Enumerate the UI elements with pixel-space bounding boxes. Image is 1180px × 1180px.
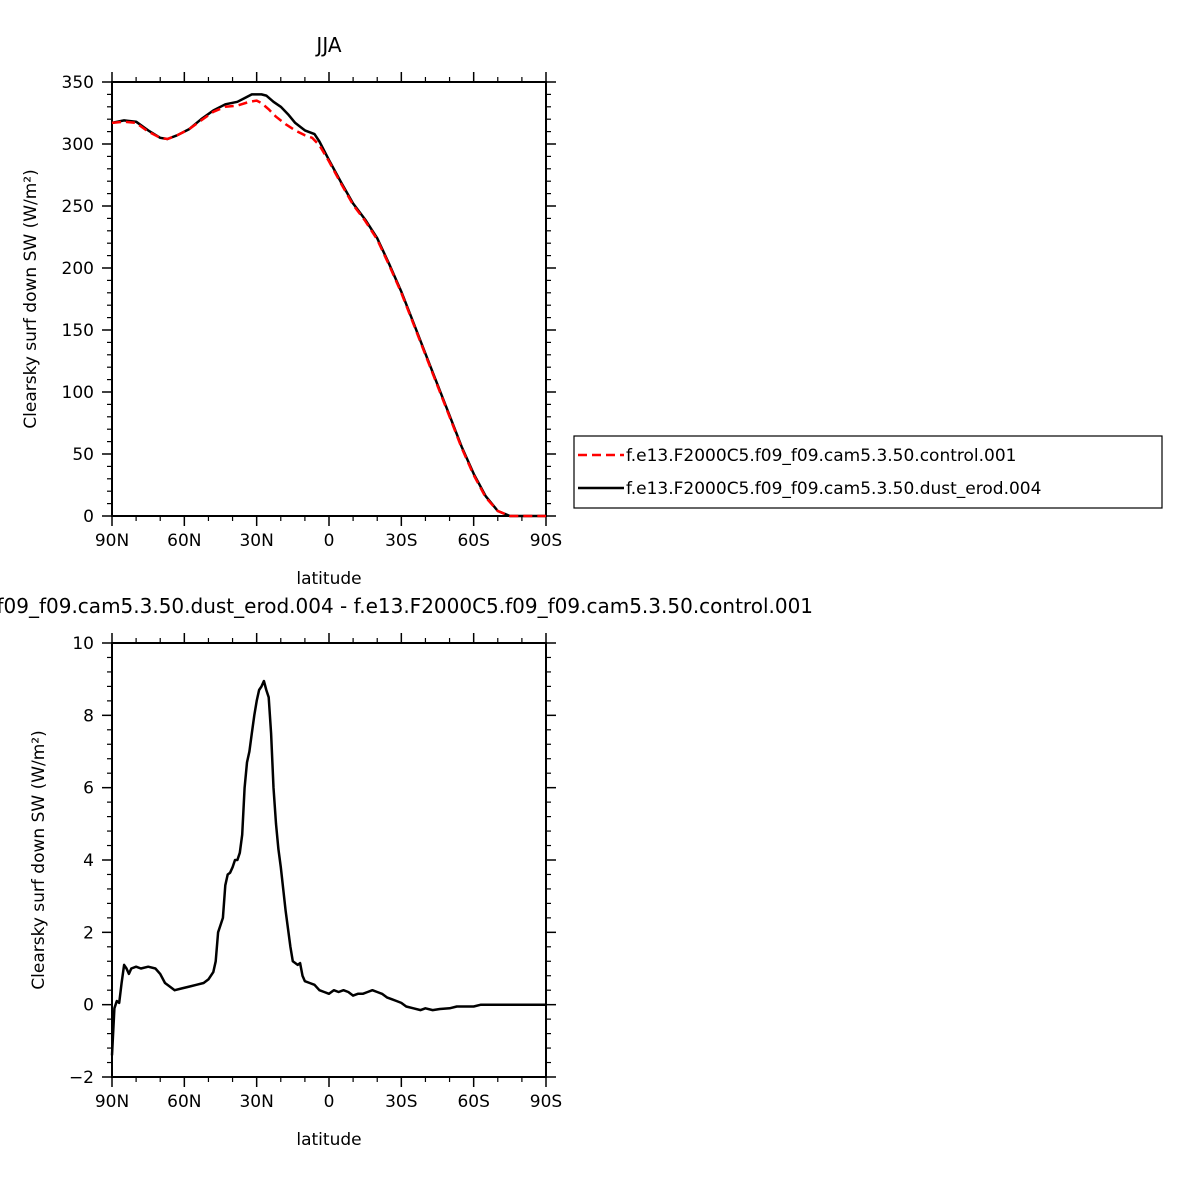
x-tick-label: 0 <box>324 1092 335 1112</box>
y-tick-label: 150 <box>62 321 94 341</box>
bottom-x-tick-labels: 90N 60N 30N 0 30S 60S 90S <box>95 1092 562 1112</box>
legend-label-control: f.e13.F2000C5.f09_f09.cam5.3.50.control.… <box>626 446 1017 466</box>
x-tick-label: 90N <box>95 1092 129 1112</box>
bottom-ticks <box>102 633 556 1087</box>
top-panel: JJA 90N 60N 30N 0 30S 60S 90S 0 50 100 150 200 250 3… <box>21 33 562 589</box>
y-tick-label: −2 <box>69 1068 94 1088</box>
x-tick-label: 60N <box>167 531 201 551</box>
y-tick-label: 200 <box>62 259 94 279</box>
y-tick-label: 8 <box>83 706 94 726</box>
x-tick-label: 60N <box>167 1092 201 1112</box>
bottom-series <box>110 679 546 1056</box>
legend-box <box>573 435 1163 509</box>
bottom-y-axis-label: Clearsky surf down SW (W/m²) <box>29 730 49 989</box>
top-x-tick-labels: 90N 60N 30N 0 30S 60S 90S <box>95 531 562 551</box>
legend: f.e13.F2000C5.f09_f09.cam5.3.50.control.… <box>573 435 1163 509</box>
series-line-1 <box>111 93 546 518</box>
x-tick-label: 30N <box>239 1092 273 1112</box>
y-tick-label: 50 <box>72 445 94 465</box>
series-line-0 <box>110 679 546 1056</box>
bottom-x-axis-label: latitude <box>296 1130 361 1150</box>
y-tick-label: 0 <box>83 507 94 527</box>
top-plot-frame <box>111 81 547 517</box>
y-tick-label: 250 <box>62 197 94 217</box>
x-tick-label: 60S <box>457 531 489 551</box>
bottom-y-tick-labels: −2 0 2 4 6 8 10 <box>69 634 94 1088</box>
top-y-tick-labels: 0 50 100 150 200 250 300 350 <box>62 73 94 527</box>
x-tick-label: 30N <box>239 531 273 551</box>
x-tick-label: 30S <box>385 531 417 551</box>
top-series <box>111 93 546 518</box>
bottom-chart-title: f.e13.F2000C5.f09_f09.cam5.3.50.dust_ero… <box>0 594 813 618</box>
bottom-plot-frame <box>111 642 547 1078</box>
top-y-axis-label: Clearsky surf down SW (W/m²) <box>21 169 41 428</box>
y-tick-label: 350 <box>62 73 94 93</box>
x-tick-label: 0 <box>324 531 335 551</box>
y-tick-label: 100 <box>62 383 94 403</box>
y-tick-label: 2 <box>83 923 94 943</box>
x-tick-label: 90S <box>530 1092 562 1112</box>
y-tick-label: 0 <box>83 996 94 1016</box>
top-chart-title: JJA <box>314 33 341 57</box>
top-x-axis-label: latitude <box>296 569 361 589</box>
top-ticks <box>102 72 556 526</box>
y-tick-label: 6 <box>83 779 94 799</box>
y-tick-label: 10 <box>72 634 94 654</box>
y-tick-label: 300 <box>62 135 94 155</box>
legend-label-dust-erod: f.e13.F2000C5.f09_f09.cam5.3.50.dust_ero… <box>626 479 1041 499</box>
bottom-panel: f.e13.F2000C5.f09_f09.cam5.3.50.dust_ero… <box>0 594 813 1150</box>
series-line-0 <box>111 99 546 518</box>
x-tick-label: 30S <box>385 1092 417 1112</box>
x-tick-label: 90N <box>95 531 129 551</box>
y-tick-label: 4 <box>83 851 94 871</box>
x-tick-label: 60S <box>457 1092 489 1112</box>
x-tick-label: 90S <box>530 531 562 551</box>
